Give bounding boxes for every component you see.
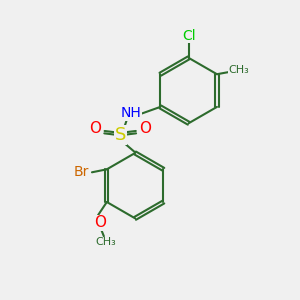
Text: Cl: Cl bbox=[182, 28, 196, 43]
Text: Br: Br bbox=[74, 165, 89, 179]
Text: O: O bbox=[89, 121, 101, 136]
Text: O: O bbox=[94, 215, 106, 230]
Text: O: O bbox=[139, 121, 151, 136]
Text: NH: NH bbox=[120, 106, 141, 120]
Text: CH₃: CH₃ bbox=[95, 237, 116, 247]
Text: S: S bbox=[115, 126, 126, 144]
Text: CH₃: CH₃ bbox=[229, 65, 250, 75]
